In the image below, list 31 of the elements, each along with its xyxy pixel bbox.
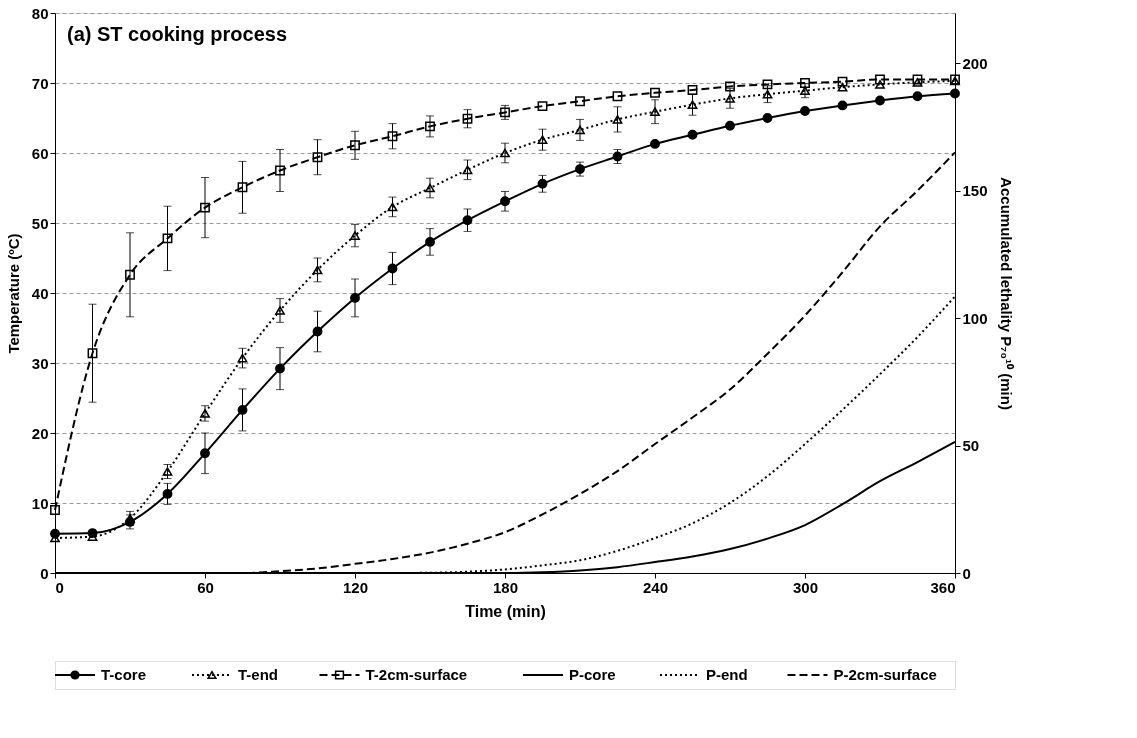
- x-tick-label: 60: [197, 578, 214, 596]
- legend-label: T-2cm-surface: [365, 666, 468, 683]
- legend-label: P-2cm-surface: [833, 666, 937, 683]
- y-tick-label: 0: [40, 564, 49, 582]
- y2-tick-label: 150: [962, 182, 988, 200]
- x-axis-title: Time (min): [465, 602, 546, 620]
- y-tick-label: 50: [31, 214, 49, 232]
- y2-axis-title: Accumulated lethality P₇₀¹⁰ (min): [997, 177, 1015, 410]
- y-tick-label: 70: [31, 74, 49, 92]
- y-tick-label: 60: [31, 144, 49, 162]
- y2-tick-label: 0: [962, 564, 971, 582]
- x-tick-label: 180: [492, 578, 519, 596]
- x-tick-label: 0: [55, 578, 64, 596]
- x-tick-label: 300: [792, 578, 819, 596]
- y2-tick-label: 50: [962, 437, 980, 455]
- x-tick-label: 360: [930, 578, 956, 596]
- y2-tick-label: 200: [962, 54, 988, 72]
- annotation: (a) ST cooking process: [67, 23, 288, 45]
- legend-label: T-core: [101, 666, 147, 683]
- x-tick-label: 240: [642, 578, 669, 596]
- y-axis-title: Temperature (ºC): [4, 233, 22, 354]
- y2-tick-label: 100: [962, 309, 988, 327]
- x-tick-label: 120: [342, 578, 369, 596]
- y-tick-label: 40: [31, 284, 49, 302]
- y-tick-label: 20: [31, 424, 49, 442]
- legend-label: P-end: [706, 666, 748, 683]
- y-tick-label: 30: [31, 354, 49, 372]
- legend-label: P-core: [569, 666, 616, 683]
- y-tick-label: 10: [31, 494, 49, 512]
- y-tick-label: 80: [31, 4, 49, 22]
- legend-label: T-end: [238, 666, 278, 683]
